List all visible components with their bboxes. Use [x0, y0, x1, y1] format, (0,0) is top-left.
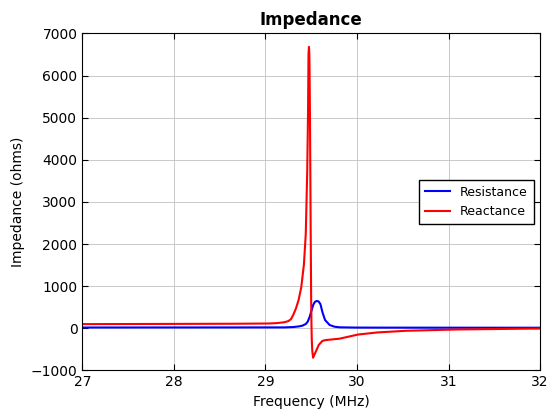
Resistance — [353, 325, 360, 330]
Resistance — [79, 325, 86, 330]
Title: Impedance: Impedance — [260, 11, 362, 29]
Reactance — [455, 327, 462, 332]
Resistance — [314, 299, 320, 304]
Line: Reactance: Reactance — [82, 47, 540, 358]
Reactance — [354, 332, 361, 337]
Resistance — [162, 325, 169, 330]
Resistance — [455, 325, 462, 330]
Reactance — [79, 322, 86, 327]
X-axis label: Frequency (MHz): Frequency (MHz) — [253, 395, 370, 409]
Reactance — [310, 355, 316, 360]
Reactance — [162, 321, 169, 326]
Y-axis label: Impedance (ohms): Impedance (ohms) — [11, 137, 25, 267]
Reactance — [306, 45, 312, 50]
Resistance — [254, 325, 260, 330]
Resistance — [537, 325, 544, 330]
Reactance — [377, 330, 384, 335]
Resistance — [421, 325, 427, 330]
Reactance — [537, 326, 544, 331]
Legend: Resistance, Reactance: Resistance, Reactance — [419, 180, 534, 224]
Reactance — [254, 321, 260, 326]
Line: Resistance: Resistance — [82, 301, 540, 328]
Reactance — [421, 328, 427, 333]
Resistance — [445, 325, 452, 330]
Resistance — [377, 325, 384, 330]
